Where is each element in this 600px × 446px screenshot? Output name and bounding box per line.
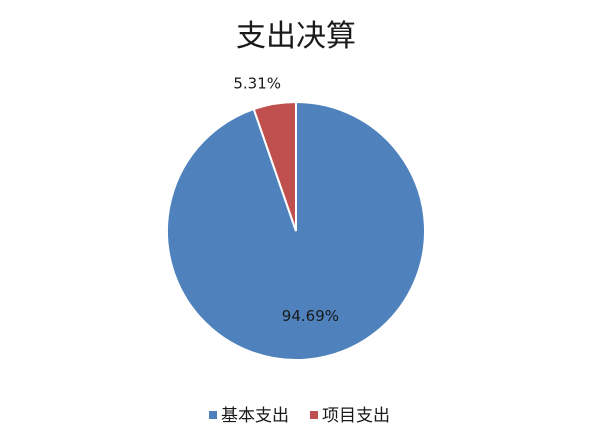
data-label-2: 5.31% [233,74,281,92]
legend-label-1: 基本支出 [221,406,289,426]
pie-slice-2 [252,100,297,232]
legend: 基本支出 项目支出 [209,406,390,426]
data-label-1: 94.69% [282,307,339,325]
legend-label-2: 项目支出 [322,406,390,426]
data-labels: 94.69% 5.31% [233,74,339,325]
pie-slices [166,100,426,361]
legend-swatch-1 [209,411,217,419]
legend-swatch-2 [310,411,318,419]
chart-title: 支出决算 [236,19,356,54]
